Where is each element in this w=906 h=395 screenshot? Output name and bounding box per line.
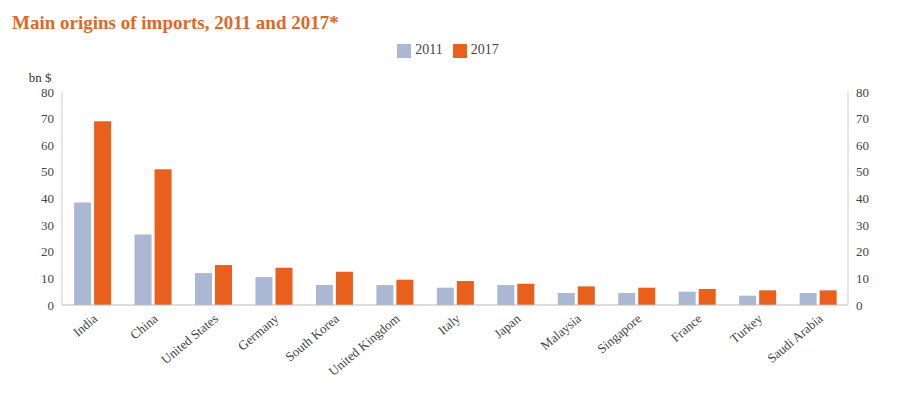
svg-text:50: 50 — [41, 164, 54, 179]
svg-text:10: 10 — [41, 271, 54, 286]
svg-text:40: 40 — [856, 191, 869, 206]
svg-text:50: 50 — [856, 164, 869, 179]
svg-text:South Korea: South Korea — [282, 311, 342, 365]
svg-text:United Kingdom: United Kingdom — [326, 311, 403, 379]
svg-text:40: 40 — [41, 191, 54, 206]
svg-text:10: 10 — [856, 271, 869, 286]
svg-text:Japan: Japan — [491, 311, 524, 342]
svg-text:bn $: bn $ — [29, 70, 52, 85]
svg-text:20: 20 — [856, 244, 869, 259]
svg-text:Saudi Arabia: Saudi Arabia — [764, 311, 826, 366]
html-text:Main origins of imports, 2011: Main origins of imports, 2011 and 2017* — [12, 12, 339, 33]
svg-text:0: 0 — [856, 298, 863, 313]
svg-text:Italy: Italy — [435, 311, 463, 338]
svg-text:China: China — [127, 311, 161, 343]
svg-text:60: 60 — [856, 138, 869, 153]
svg-text:India: India — [70, 311, 100, 340]
html-text:2011: 2011 — [415, 42, 443, 57]
html-text:2017: 2017 — [470, 42, 499, 57]
svg-text:80: 80 — [856, 85, 869, 100]
svg-text:30: 30 — [41, 218, 54, 233]
svg-text:France: France — [668, 311, 705, 345]
svg-text:70: 70 — [41, 111, 54, 126]
svg-text:Malaysia: Malaysia — [538, 311, 584, 353]
svg-text:Singapore: Singapore — [594, 311, 644, 357]
svg-text:Turkey: Turkey — [727, 311, 765, 347]
svg-text:80: 80 — [41, 85, 54, 100]
svg-text:20: 20 — [41, 244, 54, 259]
svg-text:Germany: Germany — [235, 311, 282, 354]
svg-text:United States: United States — [158, 311, 221, 367]
svg-text:70: 70 — [856, 111, 869, 126]
svg-text:60: 60 — [41, 138, 54, 153]
svg-text:0: 0 — [48, 298, 55, 313]
svg-text:30: 30 — [856, 218, 869, 233]
